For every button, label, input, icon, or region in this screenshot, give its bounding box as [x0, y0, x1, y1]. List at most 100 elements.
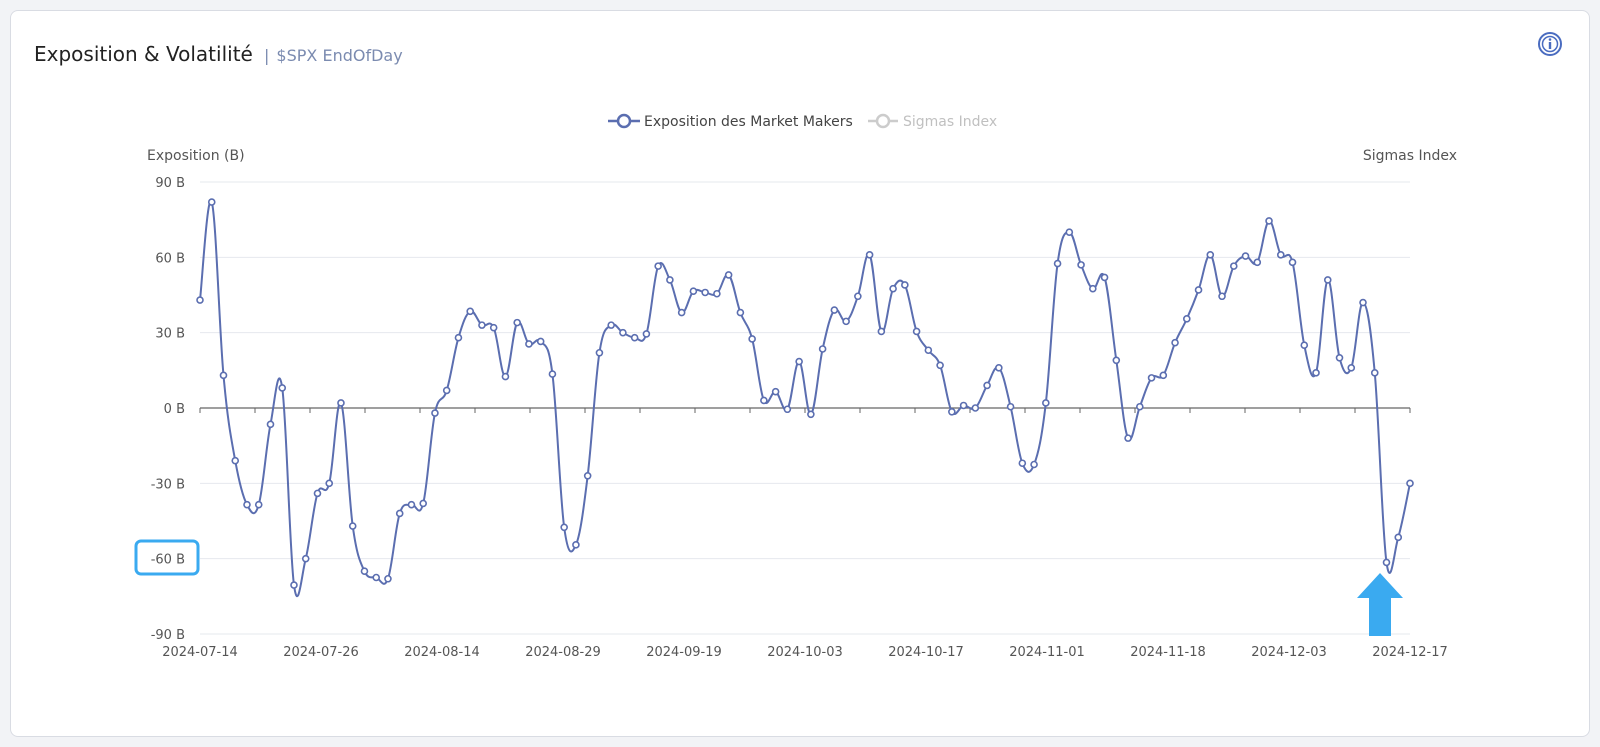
data-point[interactable]: [419, 499, 428, 508]
data-point[interactable]: [1147, 374, 1156, 382]
data-point[interactable]: [1218, 292, 1226, 301]
data-point[interactable]: [1089, 284, 1097, 293]
data-point[interactable]: [948, 407, 956, 416]
data-point[interactable]: [1053, 259, 1062, 268]
data-point[interactable]: [372, 573, 381, 582]
data-point[interactable]: [642, 330, 651, 338]
data-point[interactable]: [783, 405, 792, 414]
data-point[interactable]: [1124, 434, 1132, 442]
data-point[interactable]: [701, 288, 709, 297]
data-point[interactable]: [1406, 479, 1414, 488]
data-point[interactable]: [442, 386, 451, 395]
data-point[interactable]: [995, 364, 1003, 372]
data-point[interactable]: [337, 399, 345, 407]
data-point[interactable]: [254, 500, 263, 509]
data-point[interactable]: [1006, 402, 1015, 411]
data-point[interactable]: [1065, 228, 1074, 237]
data-point[interactable]: [1030, 460, 1038, 469]
data-point[interactable]: [677, 308, 686, 317]
data-point[interactable]: [1347, 364, 1356, 372]
data-point[interactable]: [1194, 286, 1203, 294]
data-point[interactable]: [478, 321, 486, 329]
data-point[interactable]: [1312, 369, 1320, 377]
data-point[interactable]: [1136, 402, 1144, 411]
data-point[interactable]: [771, 387, 780, 396]
data-point[interactable]: [243, 500, 251, 509]
data-point[interactable]: [278, 384, 287, 392]
data-point[interactable]: [818, 345, 827, 353]
data-point[interactable]: [1171, 338, 1179, 347]
data-point[interactable]: [924, 346, 933, 355]
data-point[interactable]: [1018, 459, 1027, 468]
data-point[interactable]: [630, 333, 639, 342]
data-point[interactable]: [724, 271, 733, 279]
data-point[interactable]: [407, 500, 416, 509]
data-point[interactable]: [1265, 217, 1273, 225]
data-point[interactable]: [560, 523, 568, 532]
data-point[interactable]: [713, 289, 721, 298]
data-point[interactable]: [983, 381, 991, 390]
data-point[interactable]: [1359, 298, 1367, 307]
data-point[interactable]: [1112, 356, 1121, 365]
data-point[interactable]: [1335, 353, 1344, 362]
data-point[interactable]: [1276, 251, 1285, 259]
data-point[interactable]: [959, 401, 968, 410]
data-point[interactable]: [795, 357, 803, 366]
data-point[interactable]: [889, 284, 897, 293]
data-point[interactable]: [384, 574, 392, 583]
data-point[interactable]: [936, 361, 944, 370]
data-point[interactable]: [525, 340, 533, 348]
data-point[interactable]: [231, 456, 240, 465]
data-point[interactable]: [454, 333, 463, 342]
data-point[interactable]: [1323, 276, 1332, 284]
data-point[interactable]: [877, 327, 886, 336]
data-point[interactable]: [666, 276, 674, 284]
data-point[interactable]: [501, 372, 510, 381]
data-point[interactable]: [395, 509, 404, 518]
data-point[interactable]: [1370, 369, 1379, 377]
data-point[interactable]: [1183, 315, 1191, 323]
data-point[interactable]: [325, 479, 334, 488]
data-point[interactable]: [595, 348, 604, 357]
legend-item-sigmas[interactable]: Sigmas Index: [868, 113, 997, 130]
data-point[interactable]: [583, 471, 592, 480]
data-point[interactable]: [865, 251, 874, 259]
data-point[interactable]: [489, 323, 498, 332]
data-point[interactable]: [513, 318, 521, 327]
data-point[interactable]: [1288, 258, 1297, 267]
data-point[interactable]: [830, 306, 839, 314]
data-point[interactable]: [1241, 252, 1250, 260]
data-point[interactable]: [1253, 258, 1262, 267]
data-point[interactable]: [760, 396, 768, 405]
data-point[interactable]: [1394, 533, 1403, 542]
data-point[interactable]: [1229, 262, 1238, 270]
data-point[interactable]: [1382, 558, 1391, 567]
data-point[interactable]: [854, 292, 862, 301]
data-point[interactable]: [619, 328, 627, 337]
data-point[interactable]: [266, 420, 275, 429]
data-point[interactable]: [572, 541, 580, 549]
data-point[interactable]: [607, 321, 615, 329]
data-point[interactable]: [748, 335, 756, 343]
data-point[interactable]: [654, 262, 662, 270]
data-point[interactable]: [1206, 251, 1215, 259]
legend-item-exposition[interactable]: Exposition des Market Makers: [608, 113, 853, 130]
data-point[interactable]: [536, 337, 545, 346]
data-point[interactable]: [1100, 273, 1109, 282]
data-point[interactable]: [466, 307, 474, 316]
data-point[interactable]: [1159, 371, 1168, 380]
info-icon[interactable]: [1536, 30, 1564, 58]
data-point[interactable]: [1077, 261, 1085, 269]
data-point[interactable]: [901, 281, 909, 289]
data-point[interactable]: [807, 410, 815, 419]
data-point[interactable]: [207, 198, 216, 206]
data-point[interactable]: [431, 409, 439, 417]
data-point[interactable]: [971, 404, 980, 412]
data-point[interactable]: [219, 371, 228, 380]
data-point[interactable]: [736, 308, 745, 317]
data-point[interactable]: [1042, 399, 1050, 407]
data-point[interactable]: [313, 489, 322, 498]
data-point[interactable]: [301, 554, 310, 563]
data-point[interactable]: [689, 287, 698, 296]
data-point[interactable]: [1300, 341, 1309, 350]
